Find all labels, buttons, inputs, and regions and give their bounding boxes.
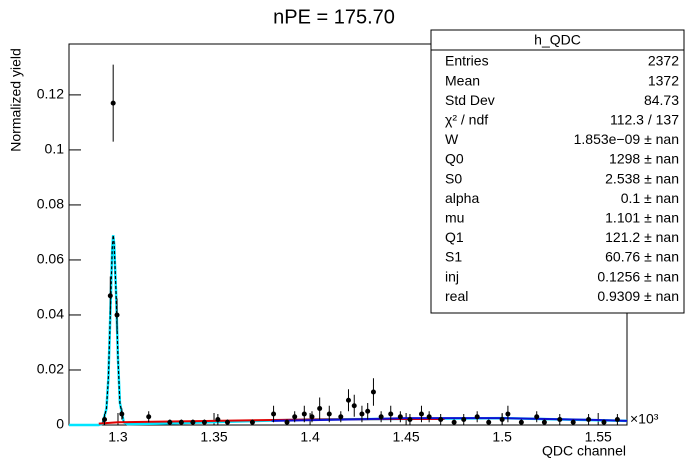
data-point	[499, 416, 505, 422]
data-point	[451, 419, 457, 425]
data-point	[541, 419, 547, 425]
x-exponent: ×10³	[630, 411, 659, 427]
data-point	[461, 416, 467, 422]
data-point	[224, 419, 230, 425]
data-point	[301, 411, 307, 417]
data-point	[601, 419, 607, 425]
y-tick-label: 0.08	[37, 196, 64, 212]
stats-box	[430, 29, 685, 314]
data-point	[102, 416, 108, 422]
data-point	[338, 414, 344, 420]
stats-name: Mean	[445, 72, 480, 88]
data-point	[518, 419, 524, 425]
data-point	[110, 100, 116, 106]
data-point	[190, 419, 196, 425]
y-axis-label: Normalized yield	[8, 48, 24, 151]
data-point	[505, 411, 511, 417]
stats-value: 1.101 ± nan	[605, 210, 679, 226]
data-point	[351, 403, 357, 409]
stats-value: 60.76 ± nan	[605, 249, 679, 265]
x-tick-label: 1.55	[585, 429, 612, 445]
data-point	[426, 414, 432, 420]
y-tick-label: 0.12	[37, 86, 64, 102]
stats-value: 1.853e−09 ± nan	[574, 131, 679, 147]
y-tick-label: 0	[56, 416, 64, 432]
data-point	[570, 419, 576, 425]
data-point	[365, 408, 371, 414]
data-point	[557, 416, 563, 422]
data-point	[378, 414, 384, 420]
stats-value: 2372	[648, 53, 679, 69]
stats-name: alpha	[445, 190, 479, 206]
stats-value: 121.2 ± nan	[605, 229, 679, 245]
data-point	[292, 414, 298, 420]
data-point	[167, 419, 173, 425]
x-tick-label: 1.5	[492, 429, 512, 445]
stats-name: mu	[445, 210, 464, 226]
stats-value: 0.9309 ± nan	[597, 288, 679, 304]
y-tick-label: 0.06	[37, 251, 64, 267]
y-tick-label: 0.04	[37, 306, 64, 322]
chart-title: nPE = 175.70	[273, 6, 395, 28]
stats-name: inj	[445, 268, 459, 284]
data-point	[397, 414, 403, 420]
data-point	[359, 411, 365, 417]
data-point	[271, 411, 277, 417]
data-point	[201, 419, 207, 425]
stats-value: 112.3 / 137	[610, 112, 679, 128]
data-point	[114, 312, 120, 318]
data-point	[486, 419, 492, 425]
data-point	[534, 414, 540, 420]
data-point	[326, 411, 332, 417]
y-tick-label: 0.02	[37, 361, 64, 377]
stats-name: S1	[445, 249, 462, 265]
data-point	[249, 419, 255, 425]
stats-value: 2.538 ± nan	[605, 170, 679, 186]
x-tick-label: 1.3	[108, 429, 128, 445]
data-point	[388, 411, 394, 417]
x-tick-label: 1.4	[300, 429, 320, 445]
stats-value: 1372	[648, 72, 679, 88]
data-point	[146, 414, 152, 420]
data-point	[215, 416, 221, 422]
stats-title: h_QDC	[534, 32, 581, 48]
data-point	[407, 416, 413, 422]
stats-name: Std Dev	[445, 92, 495, 108]
x-tick-label: 1.45	[392, 429, 419, 445]
data-point	[284, 419, 290, 425]
stats-name: W	[445, 131, 459, 147]
stats-name: χ² / ndf	[445, 112, 488, 128]
fit-curve	[102, 235, 125, 424]
data-point	[370, 389, 376, 395]
data-point	[345, 397, 351, 403]
data-point	[309, 414, 315, 420]
data-point	[418, 411, 424, 417]
x-tick-label: 1.35	[200, 429, 227, 445]
data-point	[586, 416, 592, 422]
data-point	[614, 416, 620, 422]
stats-name: Entries	[445, 53, 489, 69]
stats-value: 0.1256 ± nan	[597, 268, 679, 284]
data-point	[119, 411, 125, 417]
data-point	[178, 419, 184, 425]
stats-value: 0.1 ± nan	[621, 190, 679, 206]
data-point	[317, 405, 323, 411]
stats-name: Q0	[445, 151, 464, 167]
y-tick-label: 0.1	[45, 141, 65, 157]
data-point	[438, 416, 444, 422]
stats-name: real	[445, 288, 468, 304]
x-axis-label: QDC channel	[542, 443, 626, 459]
data-point	[107, 293, 113, 299]
data-point	[474, 414, 480, 420]
stats-value: 84.73	[644, 92, 679, 108]
stats-name: Q1	[445, 229, 464, 245]
stats-name: S0	[445, 170, 462, 186]
stats-value: 1298 ± nan	[609, 151, 679, 167]
